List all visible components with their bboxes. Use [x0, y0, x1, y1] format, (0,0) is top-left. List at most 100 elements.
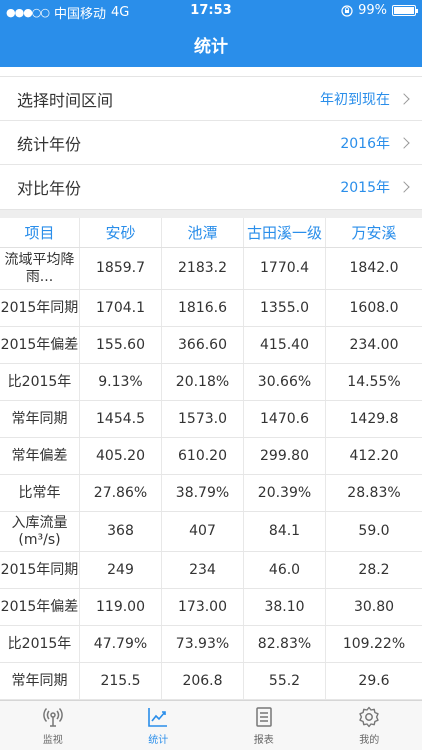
- table-cell: 173.00: [162, 589, 244, 625]
- table-cell: 249: [80, 552, 162, 588]
- row-label: 2015年同期: [0, 552, 80, 588]
- setting-value: 年初到现在: [320, 91, 390, 108]
- battery-percent: 99%: [358, 3, 387, 18]
- setting-label: 对比年份: [17, 179, 82, 198]
- table-row: 常年同期 215.5 206.8 55.2 29.6: [0, 663, 422, 700]
- monitor-icon: [42, 707, 63, 727]
- table-cell: 405.20: [80, 438, 162, 474]
- setting-label: 统计年份: [17, 134, 82, 154]
- chart-icon: [148, 708, 168, 727]
- tab-mine[interactable]: 我的: [317, 701, 422, 750]
- page-title: 统计: [194, 37, 228, 57]
- table-row: 比2015年 9.13% 20.18% 30.66% 14.55%: [0, 364, 422, 401]
- table-cell: 109.22%: [342, 635, 406, 652]
- table-cell: 73.93%: [162, 626, 244, 662]
- nav-bar: 统计: [0, 22, 422, 67]
- table-cell: 59.0: [358, 523, 390, 540]
- table-cell: 407: [162, 512, 244, 551]
- row-label: 流域平均降雨...: [0, 248, 80, 289]
- table-cell: 47.79%: [80, 626, 162, 662]
- table-cell: 9.13%: [80, 364, 162, 400]
- table-cell: 28.83%: [347, 484, 401, 501]
- setting-stat-year[interactable]: 统计年份 2016年: [0, 121, 422, 165]
- table-cell: 368: [80, 512, 162, 551]
- tab-bar: 监视 统计 报表 我的: [0, 700, 422, 750]
- table-cell: 14.55%: [347, 373, 401, 390]
- row-label: 比2015年: [0, 626, 80, 662]
- section-divider: [0, 210, 422, 218]
- column-header: 池潭: [162, 218, 244, 247]
- table-cell: 38.79%: [162, 475, 244, 511]
- signal-icon: ●●●○○: [6, 6, 50, 19]
- table-cell: 1816.6: [162, 290, 244, 326]
- tab-monitor[interactable]: 监视: [0, 701, 106, 750]
- table-cell: 27.86%: [80, 475, 162, 511]
- table-cell: 38.10: [244, 589, 326, 625]
- row-label: 2015年偏差: [0, 589, 80, 625]
- table-cell: 1573.0: [162, 401, 244, 437]
- gear-icon: [359, 706, 379, 728]
- table-cell: 28.2: [358, 561, 390, 578]
- setting-value: 2015年: [340, 180, 390, 196]
- table-cell: 1608.0: [349, 299, 399, 316]
- table-row: 常年偏差 405.20 610.20 299.80 412.20: [0, 438, 422, 475]
- table-row: 2015年同期 1704.1 1816.6 1355.0 1608.0: [0, 290, 422, 327]
- tab-statistics[interactable]: 统计: [106, 701, 212, 750]
- row-label: 2015年偏差: [0, 327, 80, 363]
- settings-list: 选择时间区间 年初到现在 统计年份 2016年 对比年份 2015年: [0, 76, 422, 210]
- table-cell: 30.80: [353, 598, 395, 615]
- row-label: 比2015年: [0, 364, 80, 400]
- rotation-lock-icon: [341, 4, 353, 17]
- table-row: 流域平均降雨... 1859.7 2183.2 1770.4 1842.0: [0, 248, 422, 290]
- table-row: 入库流量(m³/s) 368 407 84.1 59.0: [0, 512, 422, 552]
- table-cell: 1429.8: [349, 410, 399, 427]
- column-header: 古田溪一级: [244, 218, 326, 247]
- table-cell: 84.1: [244, 512, 326, 551]
- table-cell: 366.60: [162, 327, 244, 363]
- row-label: 常年同期: [0, 401, 80, 437]
- table-cell: 610.20: [162, 438, 244, 474]
- table-cell: 1842.0: [349, 260, 399, 277]
- table-cell: 46.0: [244, 552, 326, 588]
- table-row: 2015年偏差 155.60 366.60 415.40 234.00: [0, 327, 422, 364]
- chevron-right-icon: [398, 136, 410, 149]
- table-cell: 30.66%: [244, 364, 326, 400]
- setting-compare-year[interactable]: 对比年份 2015年: [0, 165, 422, 209]
- table-cell: 82.83%: [244, 626, 326, 662]
- row-label: 常年偏差: [0, 438, 80, 474]
- table-row: 2015年同期 249 234 46.0 28.2: [0, 552, 422, 589]
- table-body: 流域平均降雨... 1859.7 2183.2 1770.4 1842.0 2015年同期…: [0, 248, 422, 700]
- tab-label: 报表: [253, 735, 274, 746]
- table-cell: 20.39%: [244, 475, 326, 511]
- table-cell: 415.40: [244, 327, 326, 363]
- chevron-right-icon: [398, 181, 410, 193]
- row-label: 2015年同期: [0, 290, 80, 326]
- tab-label: 监视: [42, 735, 63, 746]
- table-cell: 1859.7: [80, 248, 162, 289]
- column-header: 万安溪: [351, 224, 397, 242]
- table-cell: 1470.6: [244, 401, 326, 437]
- table-cell: 215.5: [80, 663, 162, 699]
- table-cell: 1355.0: [244, 290, 326, 326]
- table-cell: 206.8: [162, 663, 244, 699]
- table-cell: 1704.1: [80, 290, 162, 326]
- table-cell: 412.20: [349, 447, 399, 464]
- table-cell: 1454.5: [80, 401, 162, 437]
- clock: 17:53: [190, 3, 232, 18]
- tab-label: 我的: [359, 735, 380, 746]
- table-row: 常年同期 1454.5 1573.0 1470.6 1429.8: [0, 401, 422, 438]
- table-cell: 29.6: [358, 672, 390, 689]
- network-label: 4G: [111, 5, 130, 20]
- setting-label: 选择时间区间: [17, 90, 114, 110]
- tab-report[interactable]: 报表: [211, 701, 317, 750]
- table-cell: 234.00: [349, 336, 399, 353]
- table-cell: 234: [162, 552, 244, 588]
- stats-table: 项目 安砂 池潭 古田溪一级 万安溪 流域平均降雨... 1859.7 2183.2…: [0, 218, 422, 700]
- setting-time-range[interactable]: 选择时间区间 年初到现在: [0, 77, 422, 121]
- table-cell: 20.18%: [162, 364, 244, 400]
- table-row: 比2015年 47.79% 73.93% 82.83% 109.22%: [0, 626, 422, 663]
- status-bar: ●●●○○ 中国移动 4G 17:53 99%: [0, 0, 422, 22]
- setting-value: 2016年: [340, 135, 390, 152]
- table-cell: 155.60: [80, 327, 162, 363]
- table-cell: 299.80: [244, 438, 326, 474]
